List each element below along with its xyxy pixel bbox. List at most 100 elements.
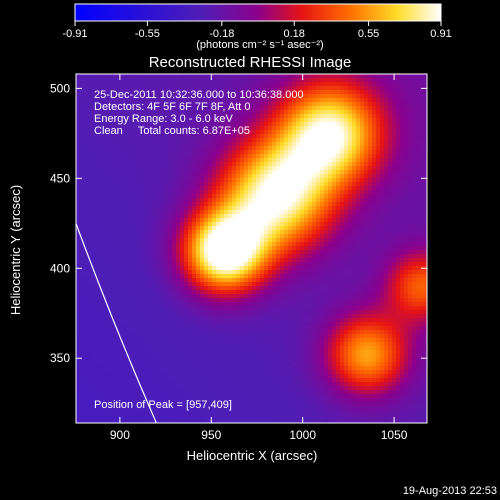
heatmap-cell [136, 290, 141, 295]
heatmap-cell [240, 278, 245, 283]
heatmap-cell [160, 214, 165, 219]
heatmap-cell [160, 166, 165, 171]
heatmap-cell [228, 270, 233, 275]
heatmap-cell [140, 130, 145, 135]
heatmap-cell [360, 262, 365, 267]
heatmap-cell [168, 82, 173, 87]
heatmap-cell [108, 238, 113, 243]
heatmap-cell [172, 178, 177, 183]
heatmap-cell [260, 138, 265, 143]
heatmap-cell [292, 262, 297, 267]
heatmap-cell [412, 146, 417, 151]
heatmap-cell [80, 246, 85, 251]
heatmap-cell [140, 186, 145, 191]
heatmap-cell [228, 286, 233, 291]
heatmap-cell [204, 170, 209, 175]
heatmap-cell [140, 174, 145, 179]
heatmap-cell [396, 186, 401, 191]
heatmap-cell [348, 242, 353, 247]
heatmap-cell [196, 238, 201, 243]
heatmap-cell [296, 142, 301, 147]
heatmap-cell [168, 290, 173, 295]
heatmap-cell [292, 226, 297, 231]
heatmap-cell [420, 202, 425, 207]
heatmap-cell [96, 226, 101, 231]
heatmap-cell [292, 210, 297, 215]
heatmap-cell [376, 146, 381, 151]
heatmap-cell [112, 282, 117, 287]
heatmap-cell [356, 122, 361, 127]
heatmap-cell [104, 90, 109, 95]
heatmap-cell [388, 78, 393, 83]
heatmap-cell [148, 238, 153, 243]
heatmap-cell [420, 286, 425, 291]
heatmap-cell [340, 198, 345, 203]
heatmap-cell [292, 90, 297, 95]
heatmap-cell [208, 290, 213, 295]
heatmap-cell [196, 118, 201, 123]
heatmap-cell [332, 198, 337, 203]
heatmap-cell [264, 206, 269, 211]
heatmap-cell [384, 86, 389, 91]
heatmap-cell [192, 282, 197, 287]
heatmap-cell [304, 238, 309, 243]
heatmap-cell [156, 114, 161, 119]
heatmap-cell [264, 266, 269, 271]
heatmap-cell [176, 298, 181, 303]
heatmap-cell [384, 174, 389, 179]
heatmap-cell [180, 78, 185, 83]
heatmap-cell [284, 158, 289, 163]
heatmap-cell [328, 230, 333, 235]
heatmap-cell [136, 142, 141, 147]
heatmap-cell [236, 198, 241, 203]
heatmap-cell [404, 138, 409, 143]
heatmap-cell [80, 86, 85, 91]
heatmap-cell [232, 102, 237, 107]
heatmap-cell [240, 294, 245, 299]
heatmap-cell [224, 282, 229, 287]
heatmap-cell [92, 134, 97, 139]
heatmap-cell [368, 98, 373, 103]
heatmap-cell [108, 266, 113, 271]
heatmap-cell [412, 238, 417, 243]
heatmap-cell [192, 270, 197, 275]
heatmap-cell [224, 78, 229, 83]
heatmap-cell [136, 138, 141, 143]
heatmap-cell [316, 74, 321, 79]
heatmap-cell [100, 90, 105, 95]
heatmap-cell [172, 218, 177, 223]
heatmap-cell [208, 274, 213, 279]
heatmap-cell [240, 282, 245, 287]
heatmap-cell [156, 238, 161, 243]
heatmap-cell [412, 82, 417, 87]
heatmap-cell [244, 94, 249, 99]
heatmap-cell [420, 74, 425, 79]
heatmap-cell [372, 250, 377, 255]
heatmap-cell [184, 198, 189, 203]
heatmap-cell [232, 154, 237, 159]
heatmap-cell [320, 150, 325, 155]
heatmap-cell [164, 234, 169, 239]
heatmap-cell [152, 158, 157, 163]
heatmap-cell [248, 146, 253, 151]
heatmap-cell [92, 286, 97, 291]
heatmap-cell [112, 194, 117, 199]
heatmap-cell [404, 246, 409, 251]
heatmap-cell [84, 218, 89, 223]
heatmap-cell [348, 150, 353, 155]
heatmap-cell [296, 174, 301, 179]
heatmap-cell [240, 234, 245, 239]
heatmap-cell [88, 82, 93, 87]
heatmap-cell [88, 294, 93, 299]
heatmap-cell [280, 110, 285, 115]
heatmap-cell [288, 86, 293, 91]
heatmap-cell [220, 274, 225, 279]
heatmap-cell [380, 194, 385, 199]
heatmap-cell [88, 130, 93, 135]
heatmap-cell [116, 290, 121, 295]
heatmap-cell [124, 106, 129, 111]
heatmap-cell [312, 114, 317, 119]
heatmap-cell [416, 286, 421, 291]
heatmap-cell [368, 210, 373, 215]
heatmap-cell [248, 238, 253, 243]
